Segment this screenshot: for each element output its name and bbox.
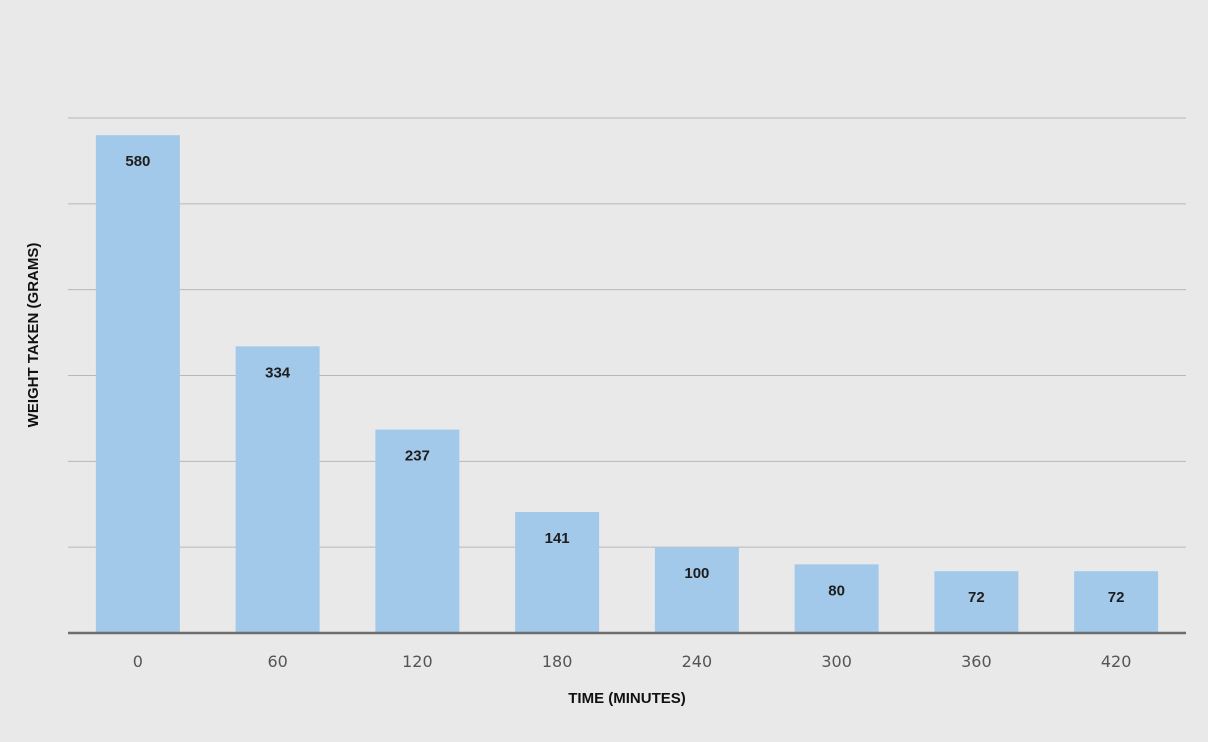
bar-420 bbox=[1074, 571, 1159, 633]
x-tick-label-240: 240 bbox=[682, 652, 713, 671]
x-tick-label-0: 0 bbox=[133, 652, 143, 671]
x-tick-label-420: 420 bbox=[1101, 652, 1132, 671]
value-label-420: 72 bbox=[1108, 589, 1125, 606]
x-tick-label-180: 180 bbox=[542, 652, 573, 671]
value-label-0: 580 bbox=[125, 153, 150, 170]
y-axis-title: WEIGHT TAKEN (GRAMS) bbox=[25, 243, 42, 428]
value-labels: 580 334 237 141 100 80 72 72 bbox=[125, 153, 1124, 606]
x-axis-title: TIME (MINUTES) bbox=[568, 690, 686, 707]
bars bbox=[95, 135, 1159, 633]
value-label-180: 141 bbox=[545, 530, 570, 547]
x-tick-labels: 0 60 120 180 240 300 360 420 bbox=[133, 652, 1132, 671]
value-label-240: 100 bbox=[684, 565, 709, 582]
x-tick-label-120: 120 bbox=[402, 652, 433, 671]
value-label-360: 72 bbox=[968, 589, 985, 606]
value-label-120: 237 bbox=[405, 448, 430, 465]
x-tick-label-300: 300 bbox=[821, 652, 852, 671]
x-tick-label-60: 60 bbox=[267, 652, 287, 671]
x-tick-label-360: 360 bbox=[961, 652, 992, 671]
bar-240 bbox=[654, 547, 739, 633]
bar-0 bbox=[95, 135, 180, 633]
value-label-300: 80 bbox=[828, 582, 845, 599]
bar-120 bbox=[375, 429, 460, 633]
bar-60 bbox=[235, 346, 320, 633]
bar-300 bbox=[794, 564, 879, 633]
value-label-60: 334 bbox=[265, 364, 291, 381]
bar-360 bbox=[934, 571, 1019, 633]
bar-180 bbox=[515, 511, 600, 633]
